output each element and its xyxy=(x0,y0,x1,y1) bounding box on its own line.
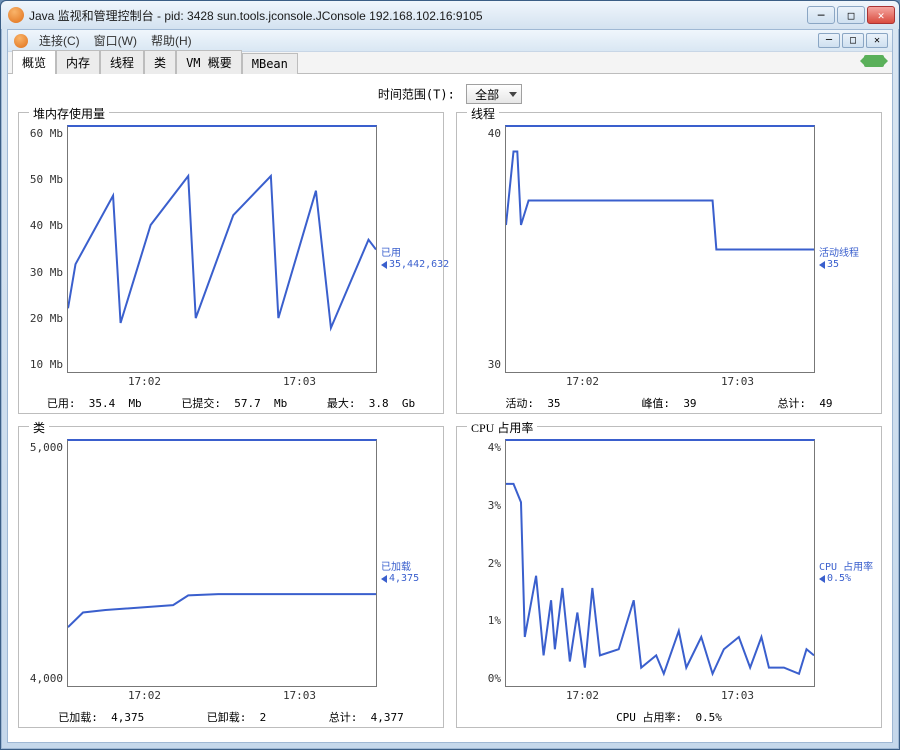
maximize-button[interactable]: □ xyxy=(837,6,865,24)
java-icon xyxy=(14,34,28,48)
connection-status-icon xyxy=(864,55,884,67)
heap-title: 堆内存使用量 xyxy=(29,105,109,122)
overview-content: 时间范围(T): 全部 堆内存使用量 60 Mb50 Mb40 Mb30 Mb2… xyxy=(8,74,892,742)
cpu-side-label: CPU 占用率 0.5% xyxy=(815,439,877,703)
menu-bar: 连接(C) 窗口(W) 帮助(H) xyxy=(33,30,818,51)
tab-overview[interactable]: 概览 xyxy=(12,50,56,74)
cpu-xaxis: 17:0217:03 xyxy=(505,687,815,703)
time-range-label: 时间范围(T): xyxy=(378,88,455,102)
heap-yaxis: 60 Mb50 Mb40 Mb30 Mb20 Mb10 Mb xyxy=(23,125,67,389)
classes-yaxis: 5,0004,000 xyxy=(23,439,67,703)
menu-connect[interactable]: 连接(C) xyxy=(33,30,86,51)
heap-footer: 已用: 35.4 Mb 已提交: 57.7 Mb 最大: 3.8 Gb xyxy=(19,393,443,413)
tab-bar: 概览 内存 线程 类 VM 概要 MBean xyxy=(8,52,892,74)
cpu-title: CPU 占用率 xyxy=(467,419,537,436)
inner-titlebar: 连接(C) 窗口(W) 帮助(H) ─ □ ✕ xyxy=(8,30,892,52)
window-title: Java 监视和管理控制台 - pid: 3428 sun.tools.jcon… xyxy=(29,7,807,24)
cpu-panel: CPU 占用率 4%3%2%1%0% 17:0217:03 CPU 占用率 0.… xyxy=(456,426,882,728)
inner-minimize-button[interactable]: ─ xyxy=(818,33,840,48)
threads-xaxis: 17:0217:03 xyxy=(505,373,815,389)
java-icon xyxy=(8,7,24,23)
menu-help[interactable]: 帮助(H) xyxy=(145,30,198,51)
charts-grid: 堆内存使用量 60 Mb50 Mb40 Mb30 Mb20 Mb10 Mb 17… xyxy=(18,112,882,728)
inner-window: 连接(C) 窗口(W) 帮助(H) ─ □ ✕ 概览 内存 线程 类 VM 概要… xyxy=(7,29,893,743)
heap-plot xyxy=(67,125,377,373)
inner-close-button[interactable]: ✕ xyxy=(866,33,888,48)
threads-plot xyxy=(505,125,815,373)
threads-title: 线程 xyxy=(467,105,499,122)
inner-maximize-button[interactable]: □ xyxy=(842,33,864,48)
outer-titlebar[interactable]: Java 监视和管理控制台 - pid: 3428 sun.tools.jcon… xyxy=(1,1,899,29)
classes-side-label: 已加载 4,375 xyxy=(377,439,439,703)
threads-footer: 活动: 35 峰值: 39 总计: 49 xyxy=(457,393,881,413)
threads-panel: 线程 4030 17:0217:03 活动线程 35 活动: 35 xyxy=(456,112,882,414)
heap-panel: 堆内存使用量 60 Mb50 Mb40 Mb30 Mb20 Mb10 Mb 17… xyxy=(18,112,444,414)
tab-vm[interactable]: VM 概要 xyxy=(176,50,242,74)
tab-classes[interactable]: 类 xyxy=(144,50,176,74)
chevron-down-icon xyxy=(509,92,517,97)
time-range-value: 全部 xyxy=(475,86,499,103)
menu-window[interactable]: 窗口(W) xyxy=(88,30,143,51)
classes-plot xyxy=(67,439,377,687)
tab-threads[interactable]: 线程 xyxy=(100,50,144,74)
cpu-plot xyxy=(505,439,815,687)
time-range-select[interactable]: 全部 xyxy=(466,84,522,104)
heap-side-label: 已用 35,442,632 xyxy=(377,125,439,389)
threads-yaxis: 4030 xyxy=(461,125,505,389)
cpu-yaxis: 4%3%2%1%0% xyxy=(461,439,505,703)
tab-mbean[interactable]: MBean xyxy=(242,53,298,74)
cpu-footer: CPU 占用率: 0.5% xyxy=(457,707,881,727)
time-range-row: 时间范围(T): 全部 xyxy=(18,80,882,112)
heap-xaxis: 17:0217:03 xyxy=(67,373,377,389)
minimize-button[interactable]: ─ xyxy=(807,6,835,24)
classes-title: 类 xyxy=(29,419,49,436)
classes-footer: 已加载: 4,375 已卸载: 2 总计: 4,377 xyxy=(19,707,443,727)
threads-side-label: 活动线程 35 xyxy=(815,125,877,389)
outer-window: Java 监视和管理控制台 - pid: 3428 sun.tools.jcon… xyxy=(0,0,900,750)
close-button[interactable]: ✕ xyxy=(867,6,895,24)
classes-panel: 类 5,0004,000 17:0217:03 已加载 4,375 xyxy=(18,426,444,728)
classes-xaxis: 17:0217:03 xyxy=(67,687,377,703)
tab-memory[interactable]: 内存 xyxy=(56,50,100,74)
